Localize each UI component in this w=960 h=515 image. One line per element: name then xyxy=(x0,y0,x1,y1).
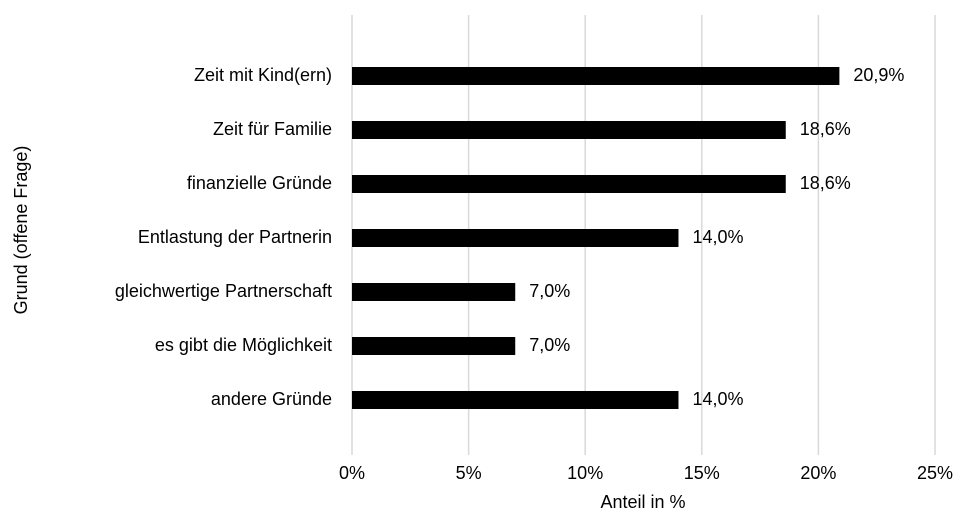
value-label: 7,0% xyxy=(529,281,570,301)
bar xyxy=(352,175,786,193)
value-label: 18,6% xyxy=(800,173,851,193)
x-axis-label: Anteil in % xyxy=(600,492,685,512)
x-tick-label: 20% xyxy=(800,463,836,483)
y-tick-label: Zeit mit Kind(ern) xyxy=(194,65,332,85)
bar xyxy=(352,67,840,85)
bar xyxy=(352,283,516,301)
y-tick-label: Zeit für Familie xyxy=(213,119,332,139)
value-label: 14,0% xyxy=(692,389,743,409)
y-tick-label: gleichwertige Partnerschaft xyxy=(115,281,332,301)
x-tick-label: 15% xyxy=(684,463,720,483)
y-tick-label: finanzielle Gründe xyxy=(187,173,332,193)
y-tick-label: andere Gründe xyxy=(211,389,332,409)
value-label: 20,9% xyxy=(853,65,904,85)
x-tick-label: 25% xyxy=(917,463,953,483)
value-label: 7,0% xyxy=(529,335,570,355)
y-tick-label: Entlastung der Partnerin xyxy=(138,227,332,247)
bar xyxy=(352,229,679,247)
bar xyxy=(352,121,786,139)
x-tick-label: 0% xyxy=(339,463,365,483)
value-label: 14,0% xyxy=(692,227,743,247)
y-axis-label: Grund (offene Frage) xyxy=(11,146,31,315)
bar xyxy=(352,337,516,355)
y-tick-label: es gibt die Möglichkeit xyxy=(155,335,332,355)
bar xyxy=(352,391,679,409)
x-tick-label: 10% xyxy=(567,463,603,483)
value-label: 18,6% xyxy=(800,119,851,139)
x-tick-label: 5% xyxy=(456,463,482,483)
